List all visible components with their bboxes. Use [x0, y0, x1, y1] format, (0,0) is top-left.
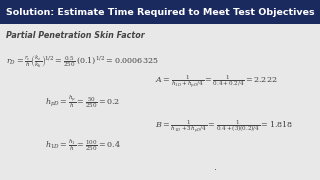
Text: $r_D = \frac{r_c}{h}\left(\frac{k_z}{k_h}\right)^{\!1/2} = \frac{0.5}{250}\,(0.1: $r_D = \frac{r_c}{h}\left(\frac{k_z}{k_h…	[6, 54, 159, 70]
Text: $B = \frac{1}{h_{1D} + 3h_{pD}/4} = \frac{1}{0.4 + (3)(0.2)/4} = 1.818$: $B = \frac{1}{h_{1D} + 3h_{pD}/4} = \fra…	[155, 118, 293, 135]
Text: Partial Penetration Skin Factor: Partial Penetration Skin Factor	[6, 31, 145, 40]
Text: $h_{1D} = \frac{h_1}{h} = \frac{100}{250} = 0.4$: $h_{1D} = \frac{h_1}{h} = \frac{100}{250…	[45, 137, 121, 153]
Text: $A = \frac{1}{h_{1D} + h_{pD}/4} = \frac{1}{0.4 + 0.2/4} = 2.222$: $A = \frac{1}{h_{1D} + h_{pD}/4} = \frac…	[155, 73, 278, 90]
Text: Solution: Estimate Time Required to Meet Test Objectives: Solution: Estimate Time Required to Meet…	[6, 8, 315, 17]
Text: $h_{pD} = \frac{h_p}{h} = \frac{50}{250} = 0.2$: $h_{pD} = \frac{h_p}{h} = \frac{50}{250}…	[45, 93, 120, 110]
Text: .: .	[214, 162, 217, 172]
Bar	[0, 0, 320, 24]
